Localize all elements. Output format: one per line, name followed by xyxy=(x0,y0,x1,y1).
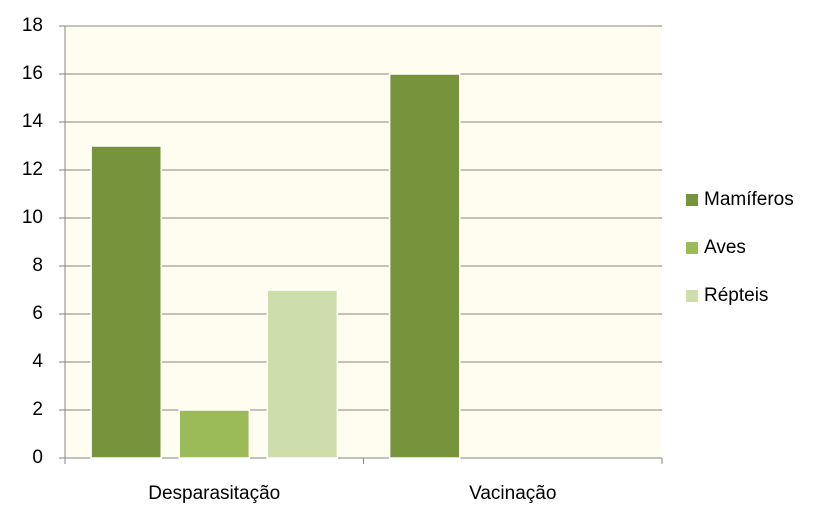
y-tick-label: 0 xyxy=(32,447,43,468)
legend-label: Aves xyxy=(704,237,746,258)
y-tick-label: 16 xyxy=(22,63,43,84)
legend-swatch xyxy=(686,242,698,254)
y-tick-label: 10 xyxy=(22,207,43,228)
x-tick-label: Vacinação xyxy=(469,483,556,504)
y-tick-label: 8 xyxy=(32,255,43,276)
bar xyxy=(178,409,251,459)
bar xyxy=(90,145,163,459)
y-tick-label: 6 xyxy=(32,303,43,324)
y-tick-label: 14 xyxy=(22,111,44,132)
legend-swatch xyxy=(686,194,698,206)
x-tick-label: Desparasitação xyxy=(148,483,280,504)
y-tick-label: 18 xyxy=(22,15,43,36)
bar xyxy=(388,73,461,459)
legend-label: Mamíferos xyxy=(704,189,794,210)
y-tick-label: 12 xyxy=(22,159,43,180)
bar xyxy=(266,289,339,459)
plot-area xyxy=(65,26,662,458)
y-tick-label: 4 xyxy=(32,351,43,372)
legend-swatch xyxy=(686,290,698,302)
y-tick-label: 2 xyxy=(32,399,43,420)
legend-label: Répteis xyxy=(704,285,768,306)
